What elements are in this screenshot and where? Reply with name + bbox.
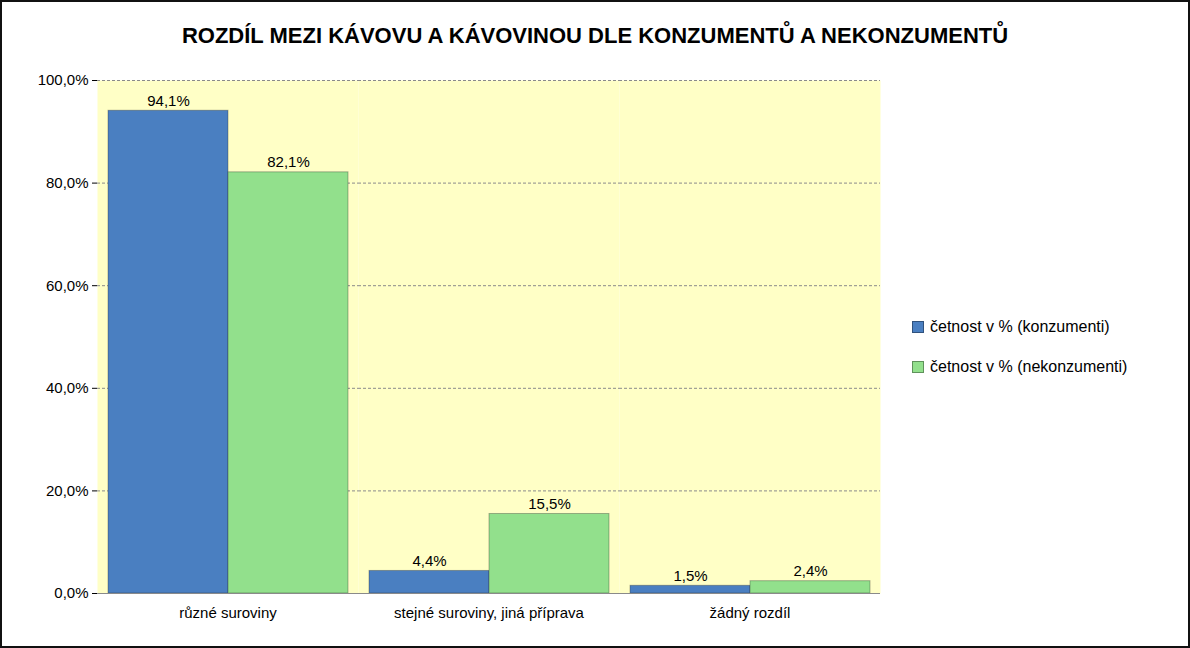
svg-text:4,4%: 4,4%	[412, 552, 446, 569]
svg-text:0,0%: 0,0%	[54, 584, 88, 601]
svg-text:60,0%: 60,0%	[46, 277, 89, 294]
svg-text:94,1%: 94,1%	[147, 92, 190, 109]
svg-text:40,0%: 40,0%	[46, 379, 89, 396]
svg-text:1,5%: 1,5%	[673, 567, 707, 584]
svg-text:žádný rozdíl: žádný rozdíl	[710, 604, 791, 621]
svg-text:20,0%: 20,0%	[46, 482, 89, 499]
svg-text:15,5%: 15,5%	[528, 495, 571, 512]
html-text:četnost v % (nekonzumenti): četnost v % (nekonzumenti)	[930, 358, 1128, 375]
svg-text:100,0%: 100,0%	[38, 71, 89, 88]
svg-text:82,1%: 82,1%	[267, 153, 310, 170]
svg-text:různé suroviny: různé suroviny	[179, 604, 277, 621]
html-text:ROZDÍL MEZI KÁVOVU A KÁVOVINOU: ROZDÍL MEZI KÁVOVU A KÁVOVINOU DLE KONZU…	[181, 23, 1009, 48]
svg-text:80,0%: 80,0%	[46, 174, 89, 191]
svg-text:stejné suroviny, jiná příprava: stejné suroviny, jiná příprava	[394, 604, 584, 621]
svg-text:2,4%: 2,4%	[793, 562, 827, 579]
html-text:četnost v % (konzumenti): četnost v % (konzumenti)	[930, 318, 1110, 335]
